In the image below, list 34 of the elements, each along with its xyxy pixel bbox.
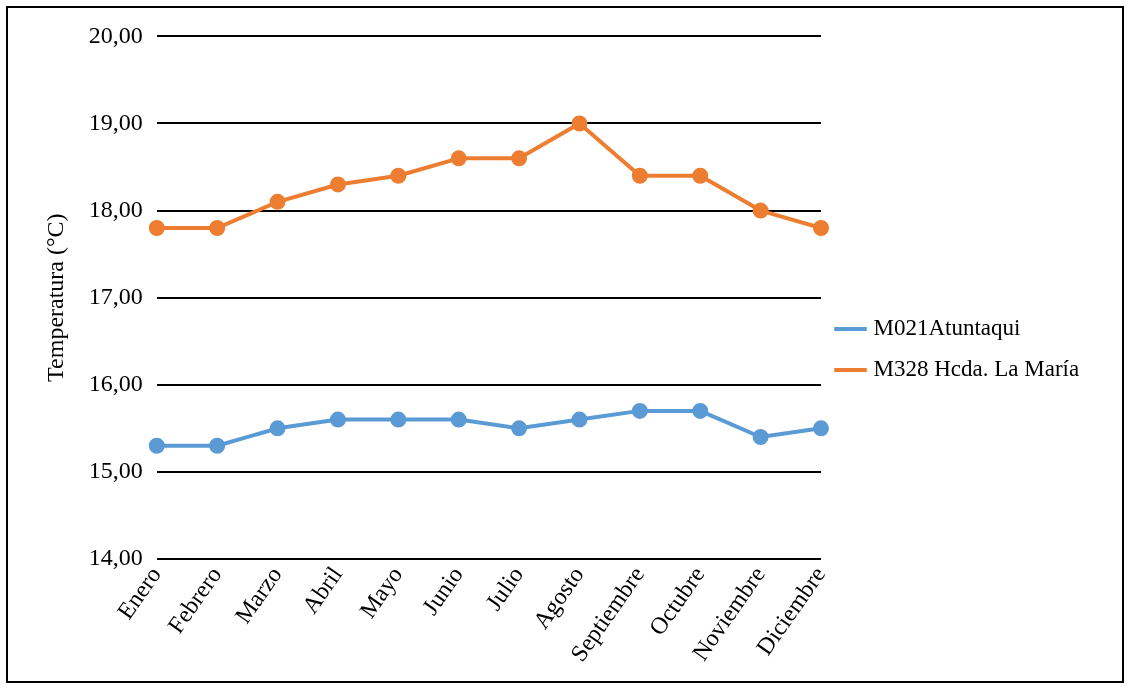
point [450,411,467,428]
point [631,402,648,419]
point [631,167,648,184]
y-tick-label: 18,00 [88,195,143,222]
point [390,411,407,428]
legend-label: M021Atuntaqui [873,315,1021,341]
point [209,220,226,236]
y-tick-label: 20,00 [88,21,143,48]
point [269,420,286,437]
point [571,411,588,428]
point [209,437,226,454]
point [813,420,829,437]
point [390,167,407,184]
point [450,150,467,167]
point [511,420,528,437]
y-tick-label: 15,00 [88,457,143,484]
y-tick-label: 16,00 [88,370,143,397]
y-tick-label: 19,00 [88,108,143,135]
point [752,202,769,219]
point [269,193,286,210]
point [329,411,346,428]
y-axis-title: Temperatura (°C) [41,213,68,382]
point [148,220,165,236]
point [752,429,769,446]
point [511,150,528,167]
point [148,437,165,454]
point [329,176,346,193]
point [692,402,709,419]
point [692,167,709,184]
point [813,220,829,236]
y-tick-label: 14,00 [88,544,143,571]
point [571,115,588,132]
legend-label: M328 Hcda. La María [873,356,1080,382]
y-tick-label: 17,00 [88,282,143,309]
